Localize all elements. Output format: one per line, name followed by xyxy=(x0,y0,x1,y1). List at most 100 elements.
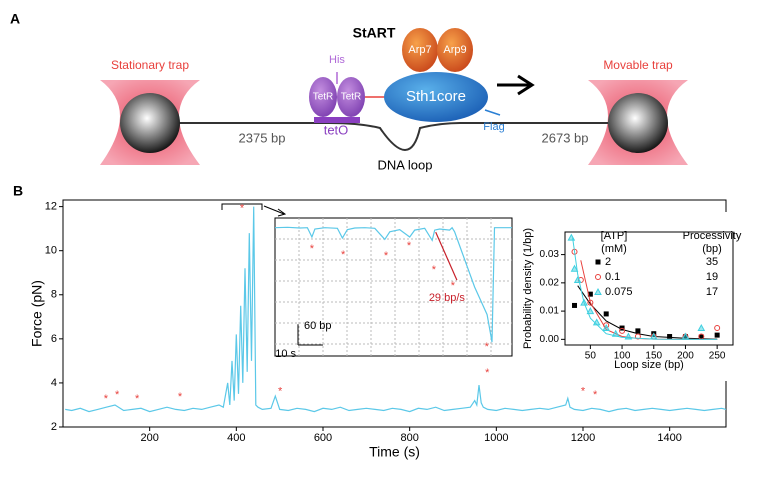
y-axis-label: Force (pN) xyxy=(29,280,45,347)
legend-label: 0.1 xyxy=(605,271,620,283)
protein xyxy=(384,72,488,122)
x-tick-label: 800 xyxy=(400,432,418,444)
data-point xyxy=(619,327,626,334)
data-point xyxy=(567,233,576,241)
site-label: tetO xyxy=(324,122,349,137)
panel-bg xyxy=(517,212,743,381)
data-point xyxy=(714,325,721,332)
annotation: * xyxy=(451,280,456,292)
protein-label: Arp7 xyxy=(408,44,431,56)
x-tick-label: 200 xyxy=(140,432,158,444)
x-tick-label: 1000 xyxy=(484,432,508,444)
protein-label: Sth1core xyxy=(406,88,466,105)
legend-header: (mM) xyxy=(601,243,627,255)
data-point xyxy=(572,302,578,308)
y-tick-label: 2 xyxy=(51,421,57,433)
y-tick-label: 0.01 xyxy=(540,306,560,317)
y-tick-label: 0.00 xyxy=(540,334,560,345)
annotation: * xyxy=(485,367,490,379)
data-point xyxy=(587,299,594,306)
annotation: * xyxy=(240,203,245,215)
annotation: * xyxy=(135,393,140,405)
teto-site xyxy=(314,117,360,123)
loop-label: DNA loop xyxy=(378,157,433,172)
x-tick-label: 400 xyxy=(227,432,245,444)
data-point xyxy=(570,264,579,272)
y-tick-label: 0.02 xyxy=(540,277,560,288)
annotation: * xyxy=(407,240,412,252)
annotation: * xyxy=(178,391,183,403)
annotation: * xyxy=(115,389,120,401)
x-axis-label: Loop size (bp) xyxy=(614,359,684,371)
y-tick-label: 6 xyxy=(51,333,57,345)
scale-label: 10 s xyxy=(275,348,296,360)
data-point xyxy=(649,332,658,340)
x-tick-label: 100 xyxy=(614,351,631,362)
annotation: * xyxy=(310,243,315,255)
data-point xyxy=(667,334,673,340)
annotation: * xyxy=(384,250,389,262)
x-tick-label: 200 xyxy=(677,351,694,362)
fit-curve xyxy=(572,237,718,340)
data-point xyxy=(624,332,633,340)
panel-label: B xyxy=(13,183,23,199)
dna xyxy=(178,122,620,152)
force-trace xyxy=(65,206,727,413)
y-tick-label: 0.03 xyxy=(540,249,560,260)
protein-label: Arp9 xyxy=(443,44,466,56)
trap-label: Stationary trap xyxy=(111,58,189,72)
data-point xyxy=(698,334,704,340)
protein-label: TetR xyxy=(341,92,362,103)
dna-length: 2673 bp xyxy=(542,130,589,145)
x-tick-label: 50 xyxy=(585,351,597,362)
legend-label: 2 xyxy=(605,256,611,268)
protein xyxy=(337,77,365,117)
data-point xyxy=(602,324,611,332)
x-tick-label: 600 xyxy=(314,432,332,444)
annotation: * xyxy=(432,264,437,276)
scale-label: 60 bp xyxy=(304,320,332,332)
data-point xyxy=(573,275,582,284)
y-tick-label: 12 xyxy=(45,201,57,213)
zoom-bracket xyxy=(221,203,263,210)
legend-header: (bp) xyxy=(702,243,722,255)
annotation: * xyxy=(485,341,490,353)
data-point xyxy=(681,332,690,340)
protein-label: TetR xyxy=(313,92,334,103)
inset-frame xyxy=(274,217,513,357)
legend-label: 0.075 xyxy=(605,286,633,298)
dna-length: 2375 bp xyxy=(239,130,286,145)
protein xyxy=(402,28,438,72)
construct-title: StART xyxy=(353,25,396,41)
x-tick-label: 150 xyxy=(645,351,662,362)
data-point xyxy=(580,298,588,306)
rate-label: 29 bp/s xyxy=(429,292,466,304)
legend-value: 35 xyxy=(706,256,718,268)
protein xyxy=(309,77,337,117)
trap-label: Movable trap xyxy=(603,58,673,72)
legend-marker xyxy=(595,259,601,265)
annotation: * xyxy=(104,393,109,405)
legend-header: Processivity xyxy=(683,230,742,242)
annotation: * xyxy=(341,249,346,261)
direction-arrow xyxy=(497,74,535,96)
data-point xyxy=(603,311,609,317)
data-point xyxy=(697,324,706,332)
y-tick-label: 4 xyxy=(51,377,57,389)
rate-line xyxy=(435,231,458,281)
legend-marker xyxy=(595,274,601,280)
data-point xyxy=(592,318,601,326)
tag-label: Flag xyxy=(483,121,504,133)
inset-trace xyxy=(274,226,512,343)
x-axis-label: Time (s) xyxy=(369,444,420,460)
data-point xyxy=(611,329,620,337)
annotation: * xyxy=(593,389,598,401)
panel-label: A xyxy=(10,11,20,27)
data-point xyxy=(586,307,595,315)
x-tick-label: 1200 xyxy=(571,432,595,444)
y-tick-label: 8 xyxy=(51,289,57,301)
legend-header: [ATP] xyxy=(601,230,628,242)
zoom-arrow xyxy=(263,205,287,217)
tag-label: His xyxy=(329,54,345,66)
